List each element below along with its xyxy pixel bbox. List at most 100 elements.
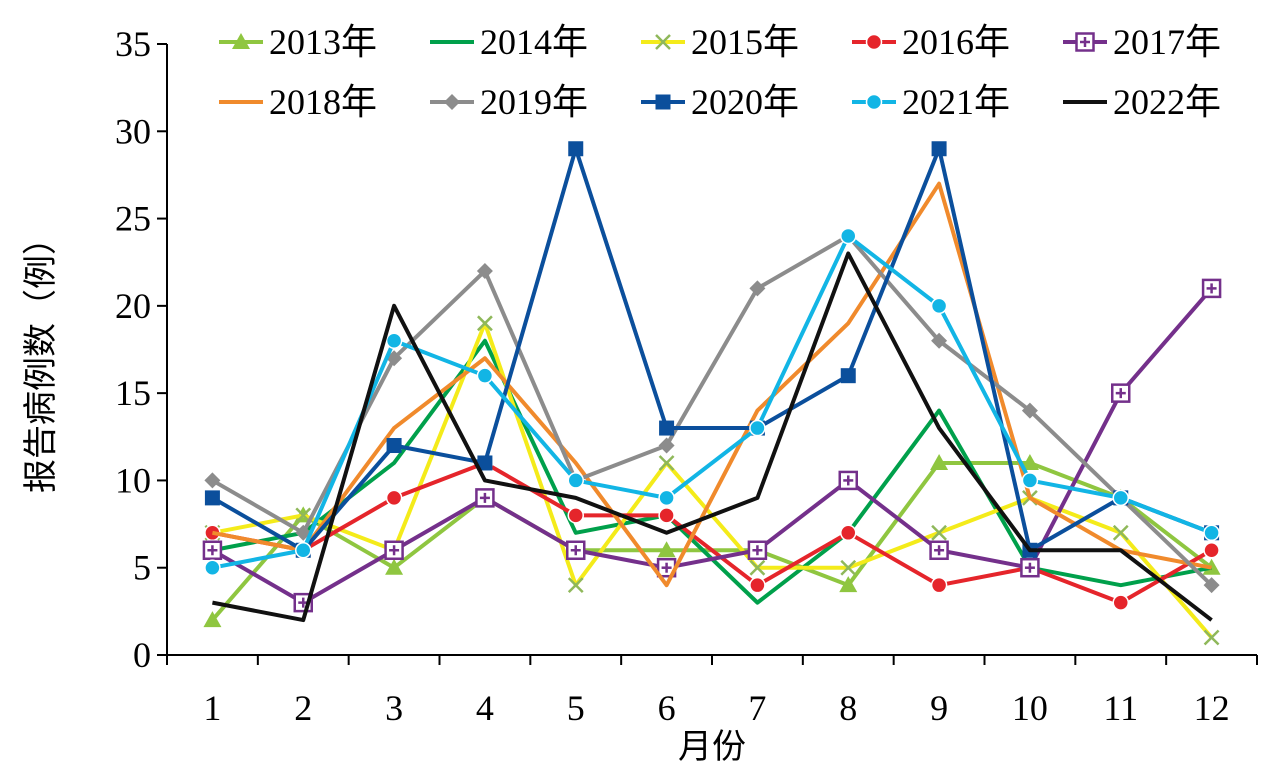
data-point-marker [840,368,856,384]
legend: 2013年 2014年 2015年 2016年 2017年 2018年 2019年 2020年… [219,22,1221,122]
data-point-marker [658,507,675,524]
data-point-marker [1203,542,1220,559]
x-tick-label: 8 [839,688,857,728]
y-tick-label: 5 [133,548,151,588]
data-point-marker [1203,629,1220,646]
legend-entry: 2015年 [641,22,799,62]
x-axis-title: 月份 [678,727,746,767]
legend-label: 2021年 [902,82,1010,122]
data-point-marker [656,557,677,578]
data-point-marker [386,438,402,454]
data-point-marker [476,262,493,279]
legend-entry: 2018年 [219,82,377,122]
x-tick-label: 7 [748,688,766,728]
x-tick-label: 6 [658,688,676,728]
data-point-marker [475,488,495,508]
x-tick-label: 4 [476,688,494,728]
data-point-marker [567,577,584,594]
series-2022年 [212,251,1213,623]
series-line [211,234,1213,587]
data-point-marker [477,315,493,332]
data-point-marker [476,367,494,384]
data-point-marker [384,540,404,561]
legend-label: 2015年 [691,22,799,62]
legend-label: 2014年 [480,22,588,62]
legend-entry: 2016年 [852,22,1010,62]
data-point-marker [1201,278,1222,299]
data-point-marker [840,227,857,245]
data-point-marker [930,297,948,315]
legend-label: 2017年 [1113,22,1221,62]
x-tick-label: 1 [203,688,221,728]
y-tick-label: 30 [115,111,151,151]
legend-entry: 2014年 [430,22,588,62]
data-point-marker [204,472,221,489]
data-point-marker [749,280,766,297]
data-point-marker [749,559,766,576]
x-tick-label: 12 [1194,688,1230,728]
legend-label: 2019年 [480,82,588,122]
data-point-marker [840,559,857,576]
data-point-marker [295,542,312,559]
legend-entry: 2021年 [852,82,1010,122]
y-tick-label: 25 [115,199,151,239]
legend-label: 2013年 [269,22,377,62]
legend-label: 2022年 [1113,82,1221,122]
data-point-marker [1020,453,1039,470]
legend-marker [865,33,883,51]
data-point-marker [838,470,858,491]
series-2021年 [204,227,1220,576]
x-tick-label: 3 [385,688,403,728]
legend-entry: 2019年 [430,82,588,122]
data-point-marker [747,540,768,561]
data-point-marker [839,576,858,593]
data-point-marker [1111,383,1131,403]
data-point-marker [657,541,676,558]
series-2018年 [212,181,1212,588]
data-point-marker [203,611,222,628]
series-lines [202,141,1222,646]
y-tick-label: 20 [115,286,151,326]
legend-label: 2020年 [691,82,799,122]
y-tick-label: 10 [115,460,151,500]
legend-marker [655,94,671,110]
data-point-marker [929,540,949,561]
data-point-marker [931,332,948,349]
x-tick-label: 11 [1103,688,1138,728]
legend-marker [444,94,460,110]
y-tick-label: 15 [115,373,151,413]
data-point-marker [931,141,947,157]
x-tick-label: 5 [567,688,585,728]
data-point-marker [930,453,949,470]
data-point-marker [658,489,675,507]
data-point-marker [659,420,675,436]
data-point-marker [658,455,675,471]
data-point-marker [1203,524,1220,542]
data-point-marker [1112,594,1129,611]
y-tick-label: 35 [115,24,151,64]
legend-label: 2016年 [902,22,1010,62]
series-2019年 [204,228,1220,594]
data-point-marker [658,437,675,454]
data-point-marker [1021,402,1038,419]
data-point-marker [931,524,947,541]
data-point-marker [385,489,403,507]
legend-entry: 2013年 [219,22,377,62]
series-line [212,460,1213,605]
data-point-marker [385,558,404,575]
data-point-marker [930,576,948,594]
legend-marker [865,93,883,111]
data-point-marker [568,141,584,157]
data-point-marker [1112,524,1129,541]
data-point-marker [1203,577,1220,594]
series-line [212,251,1213,623]
data-point-marker [749,419,766,437]
series-2017年 [202,278,1222,613]
legend-label: 2018年 [269,82,377,122]
y-axis-title: 报告病例数（例） [21,221,61,493]
x-tick-label: 9 [930,688,948,728]
series-line [212,181,1212,588]
series-line [212,234,1213,570]
legend-entry: 2017年 [1063,22,1221,62]
legend-entry: 2020年 [641,82,799,122]
